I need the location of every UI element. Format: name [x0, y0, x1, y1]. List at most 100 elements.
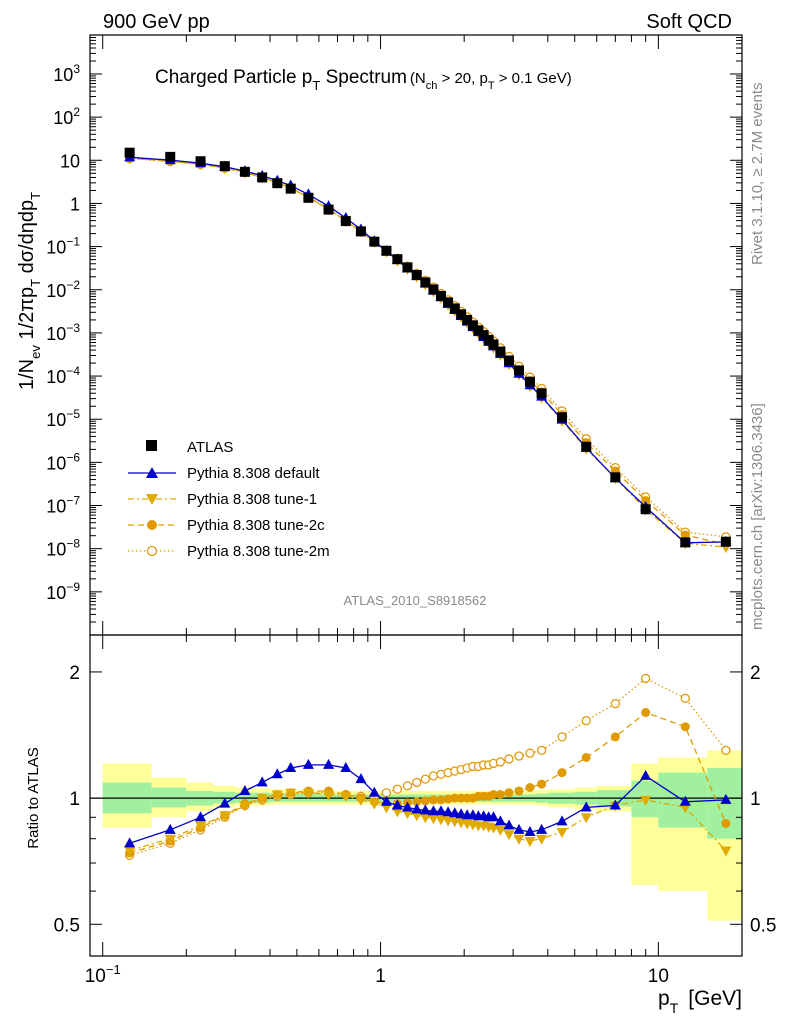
- legend-item-tune1: Pythia 8.308 tune-1: [128, 491, 317, 508]
- point-atlas: [369, 236, 380, 247]
- plot-title: Charged Particle pT Spectrum (Nch > 20, p…: [155, 67, 572, 93]
- ratio-point-tune1: [164, 834, 176, 845]
- main-plot-panel: 10−9 10−8 10−7 10−6 10−5 10−4 10−3 10−2 10−1 1 10 1…: [16, 34, 743, 636]
- ratio-point-tune2c: [557, 768, 567, 778]
- ratio-point-tune2c: [412, 797, 422, 807]
- x-tick-label: 10: [648, 966, 669, 987]
- ratio-point-tune1: [503, 830, 515, 841]
- ratio-point-tune1: [556, 828, 568, 839]
- point-atlas: [536, 388, 547, 399]
- point-atlas: [303, 192, 314, 203]
- point-atlas: [195, 156, 206, 167]
- ratio-point-tune1: [219, 811, 231, 822]
- ratio-point-tune1: [580, 813, 592, 824]
- point-atlas: [456, 309, 467, 320]
- ratio-point-default: [679, 795, 691, 806]
- ratio-y-tick-label-right: 2: [750, 663, 761, 684]
- ratio-point-tune1: [419, 813, 431, 824]
- ratio-point-default: [401, 801, 413, 812]
- ratio-point-tune2c: [721, 818, 731, 828]
- series-line-default: [129, 156, 726, 544]
- ratio-y-tick-label-right: 1: [750, 789, 761, 810]
- ratio-line-tune2c: [129, 711, 727, 854]
- ratio-point-tune1: [524, 837, 536, 848]
- legend-marker-tune2m: [146, 545, 158, 557]
- ratio-point-default: [720, 793, 732, 804]
- ratio-line-default: [129, 764, 726, 844]
- y-tick-label: 10−3: [46, 321, 80, 344]
- point-atlas: [473, 325, 484, 336]
- y-tick-label: 10−8: [46, 537, 80, 560]
- y-tick-label: 10−6: [46, 450, 80, 473]
- ratio-point-tune1: [323, 790, 335, 801]
- ratio-point-tune1: [256, 794, 268, 805]
- point-atlas: [467, 320, 478, 331]
- ratio-point-tune1: [271, 790, 283, 801]
- point-atlas: [443, 297, 454, 308]
- ratio-point-default: [536, 823, 548, 834]
- ratio-point-tune2m: [525, 748, 535, 758]
- ratio-line-tune1: [129, 792, 727, 852]
- ratio-plot-marks: [124, 673, 732, 861]
- ratio-point-default: [442, 806, 454, 817]
- ratio-point-default: [219, 797, 231, 808]
- legend-label-default: Pythia 8.308 default: [187, 465, 320, 482]
- ratio-point-default: [380, 795, 392, 806]
- ratio-point-tune1: [494, 825, 506, 836]
- ratio-point-tune2c: [581, 752, 591, 762]
- ratio-point-default: [124, 837, 136, 848]
- ratio-point-default: [556, 815, 568, 826]
- ratio-point-tune2m: [557, 732, 567, 742]
- point-atlas: [257, 172, 268, 183]
- point-atlas: [124, 147, 135, 158]
- x-axis-label: pT [GeV]: [658, 987, 742, 1016]
- ratio-point-tune1: [720, 846, 732, 857]
- header-right: Soft QCD: [646, 11, 732, 33]
- point-atlas: [720, 536, 731, 547]
- ratio-point-default: [340, 761, 352, 772]
- ratio-line-tune2m: [129, 677, 727, 857]
- ratio-point-default: [503, 819, 515, 830]
- ratio-point-default: [391, 799, 403, 810]
- point-atlas: [355, 226, 366, 237]
- ratio-point-tune1: [239, 801, 251, 812]
- point-atlas: [420, 277, 431, 288]
- legend-marker-default: [146, 467, 158, 478]
- legend-item-tune2c: Pythia 8.308 tune-2c: [128, 517, 325, 534]
- analysis-watermark: ATLAS_2010_S8918562: [344, 593, 487, 608]
- ratio-point-default: [435, 805, 447, 816]
- ratio-point-default: [640, 769, 652, 780]
- ratio-point-default: [164, 823, 176, 834]
- ratio-point-tune2c: [514, 786, 524, 796]
- ratio-point-tune1: [679, 803, 691, 814]
- ratio-point-tune2m: [641, 673, 651, 684]
- point-atlas: [449, 303, 460, 314]
- point-atlas: [640, 504, 651, 515]
- ratio-point-default: [271, 768, 283, 779]
- point-atlas: [411, 269, 422, 280]
- y-tick-label: 103: [53, 62, 80, 85]
- y-tick-label: 10−1: [46, 235, 80, 258]
- ratio-point-tune1: [411, 811, 423, 822]
- series-line-tune2c: [129, 157, 727, 545]
- legend-label-tune2m: Pythia 8.308 tune-2m: [187, 543, 330, 560]
- ratio-point-tune2m: [680, 693, 690, 703]
- y-tick-label: 1: [70, 194, 80, 214]
- point-tune2c: [680, 530, 690, 540]
- ratio-point-default: [256, 776, 268, 787]
- ratio-point-tune1: [391, 807, 403, 818]
- ratio-point-tune2m: [392, 784, 403, 794]
- ratio-point-tune2c: [488, 789, 498, 799]
- point-atlas: [680, 537, 691, 548]
- ratio-point-tune2c: [537, 779, 547, 789]
- ratio-point-tune2m: [402, 781, 413, 791]
- ratio-point-tune2c: [420, 796, 430, 806]
- ratio-point-tune2c: [436, 795, 446, 805]
- ratio-point-tune2c: [641, 708, 651, 718]
- ratio-point-default: [487, 811, 499, 822]
- point-atlas: [435, 290, 446, 301]
- y-tick-label: 10−5: [46, 407, 80, 430]
- ratio-point-default: [494, 815, 506, 826]
- point-atlas: [557, 412, 568, 423]
- legend-label-atlas: ATLAS: [187, 439, 233, 456]
